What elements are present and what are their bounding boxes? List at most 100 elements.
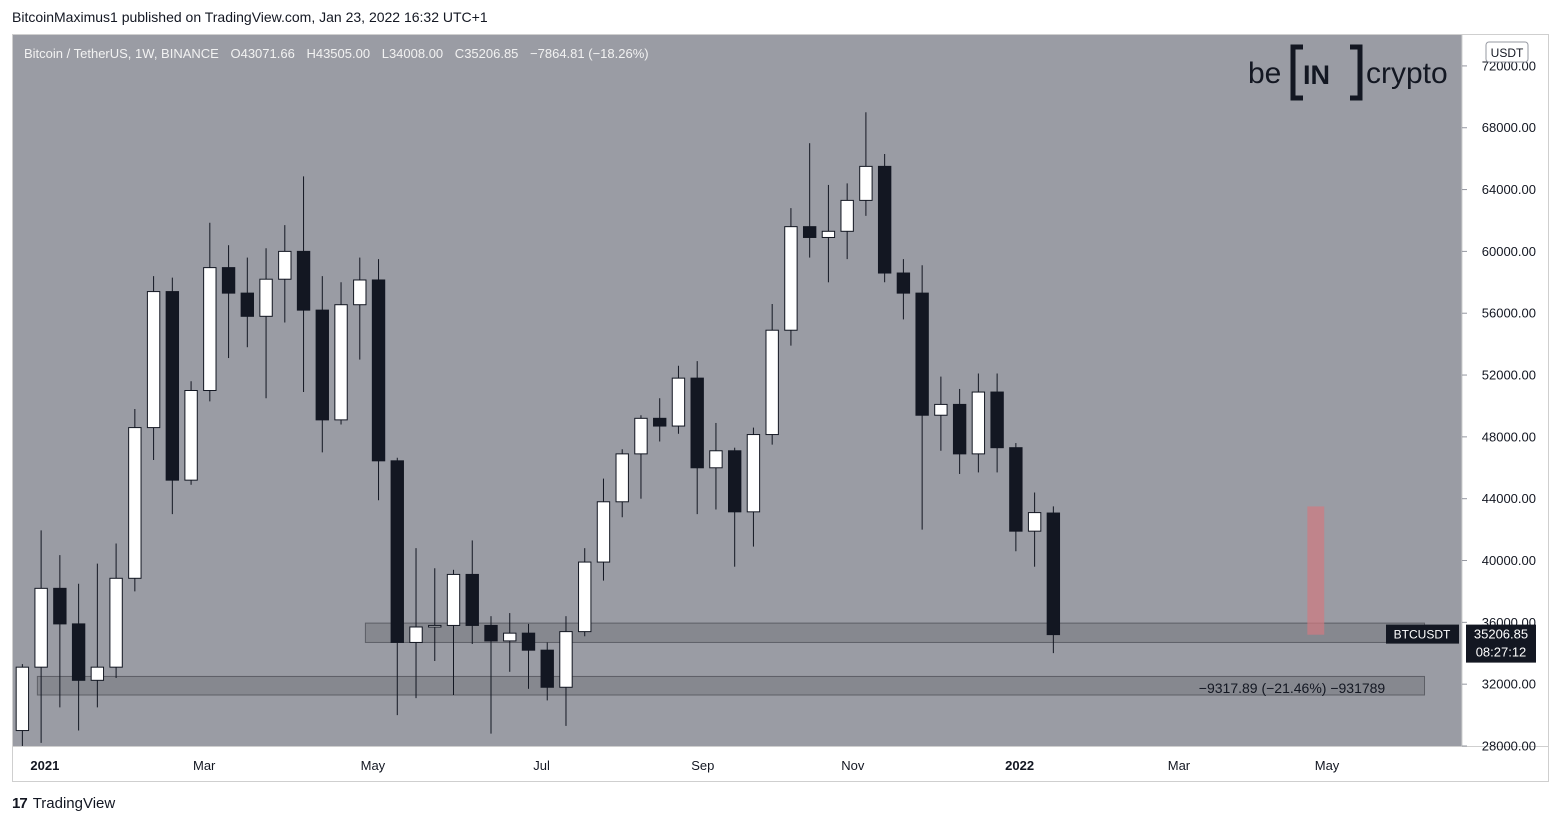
time-tick-label: Mar (1168, 758, 1191, 773)
candle-14 (259, 248, 273, 399)
price-tick-label: 44000.00 (1482, 491, 1536, 506)
candles (15, 112, 1061, 746)
last-price-marker: BTCUSDT 35206.85 08:27:12 (1386, 624, 1536, 663)
legend-open-label: O (230, 46, 240, 61)
candle-29 (540, 642, 554, 701)
price-tick-label: 56000.00 (1482, 306, 1536, 321)
candle-45 (840, 183, 854, 260)
candle-body-bull (90, 666, 105, 681)
candle-body-bear (296, 250, 311, 311)
candle-42 (784, 208, 798, 346)
candle-body-bull (859, 165, 873, 201)
candle-body-bear (521, 632, 536, 651)
candle-20 (371, 259, 386, 501)
currency-badge[interactable] (1485, 41, 1529, 63)
candle-48 (896, 259, 911, 320)
symbol-tag (1386, 624, 1459, 644)
legend-low-label: L (382, 46, 389, 61)
candle-body-bull (596, 501, 611, 563)
legend-high-value: 43505.00 (316, 46, 370, 61)
candle-body-bull (184, 390, 198, 481)
logo-text-left: be (1248, 57, 1281, 90)
candle-17 (315, 276, 329, 453)
candle-body-bear (221, 267, 236, 294)
time-tick-label: May (361, 758, 386, 773)
candle-body-bear (540, 649, 554, 688)
candle-body-bear (653, 417, 667, 427)
time-tick-label: Nov (841, 758, 865, 773)
candle-body-bull (971, 391, 986, 455)
logo-bracket-right (1350, 44, 1363, 101)
publish-caption: BitcoinMaximus1 published on TradingView… (12, 9, 488, 25)
candle-body-bear (690, 377, 704, 469)
candle-body-bull (840, 199, 854, 232)
candle-25 (465, 540, 479, 644)
candle-36 (671, 365, 686, 434)
logo-text-middle: IN (1303, 60, 1330, 90)
candle-6 (109, 543, 123, 678)
candle-body-bull (615, 453, 629, 503)
time-tick-label: 2021 (30, 758, 59, 773)
candle-body-bull (934, 403, 948, 416)
candle-53 (990, 373, 1004, 473)
logo-bracket-left (1290, 44, 1303, 101)
time-tick-label: 2022 (1005, 758, 1034, 773)
candle-15 (278, 225, 292, 323)
time-axis[interactable] (13, 747, 1548, 781)
candle-38 (709, 422, 723, 510)
candle-body-bull (578, 561, 592, 633)
candle-body-bear (165, 291, 180, 481)
candle-23 (428, 568, 442, 661)
candle-35 (653, 398, 667, 442)
legend-close-value: 35206.85 (464, 46, 518, 61)
candle-body-bull (109, 577, 123, 668)
candle-10 (184, 381, 198, 485)
price-tag-countdown: 08:27:12 (1476, 645, 1527, 660)
candle-body-bear (315, 309, 329, 421)
candle-1 (15, 664, 30, 746)
candle-body-bull (428, 624, 442, 628)
candle-39 (728, 447, 742, 567)
candle-2 (34, 530, 48, 743)
candle-body-bear (728, 450, 742, 513)
candle-55 (1027, 492, 1042, 567)
logo-text-right: crypto (1366, 57, 1448, 90)
currency-badge-label: USDT (1491, 46, 1524, 60)
candle-30 (559, 616, 573, 726)
candle-27 (503, 613, 517, 672)
candle-body-bull (259, 278, 273, 317)
candle-body-bull (409, 626, 423, 643)
time-tick-label: Jul (533, 758, 550, 773)
candle-3 (53, 555, 67, 708)
candle-body-bull (15, 666, 30, 732)
legend-open-value: 43071.66 (241, 46, 295, 61)
tradingview-brand[interactable]: 17 TradingView (12, 795, 115, 812)
candle-body-bull (353, 279, 367, 306)
candle-18 (334, 282, 348, 425)
legend-close-label: C (455, 46, 464, 61)
candle-44 (821, 184, 836, 283)
candle-body-bull (1027, 512, 1042, 532)
price-tick-label: 48000.00 (1482, 429, 1536, 444)
candle-body-bear (915, 292, 929, 416)
price-tick-label: 64000.00 (1482, 182, 1536, 197)
beincrypto-logo: be IN crypto (1248, 44, 1448, 101)
price-tick-label: 52000.00 (1482, 368, 1536, 383)
candle-body-bull (503, 632, 517, 642)
candle-body-bear (53, 587, 67, 625)
price-tag (1466, 624, 1536, 663)
candle-9 (165, 277, 180, 515)
legend-change: −7864.81 (−18.26%) (530, 46, 649, 61)
candle-21 (390, 457, 404, 716)
time-tick-label: May (1315, 758, 1340, 773)
candle-49 (915, 265, 929, 530)
candle-41 (765, 303, 779, 445)
time-tick-label: Mar (193, 758, 216, 773)
price-tick-label: 40000.00 (1482, 553, 1536, 568)
candle-31 (578, 548, 592, 637)
candle-body-bear (465, 573, 479, 626)
candle-body-bear (990, 391, 1004, 449)
candle-body-bear (484, 624, 498, 642)
candle-37 (690, 361, 704, 515)
